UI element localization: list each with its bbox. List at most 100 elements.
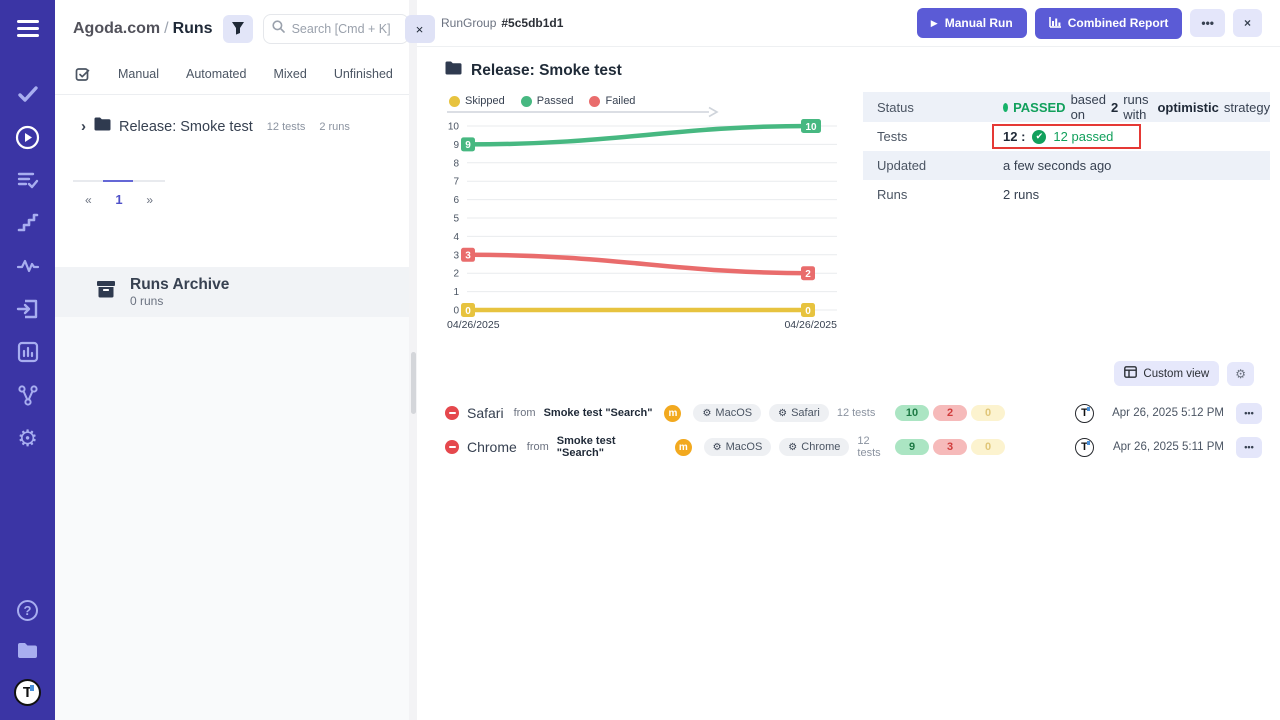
milestones-stairs-icon[interactable]: [15, 210, 41, 236]
pagination-prev[interactable]: «: [84, 192, 92, 207]
branches-git-icon[interactable]: [15, 382, 41, 408]
chevron-right-icon[interactable]: ›: [81, 118, 86, 135]
summary-label: Runs: [877, 187, 908, 202]
failed-dot-icon: [589, 95, 601, 107]
manual-run-button[interactable]: ▶ Manual Run: [916, 8, 1027, 38]
svg-text:04/26/2025: 04/26/2025: [447, 319, 500, 331]
status-passed-text: PASSED: [1013, 99, 1066, 115]
docs-folder-icon[interactable]: [15, 637, 41, 663]
archive-title: Runs Archive: [130, 276, 230, 293]
run-more-button[interactable]: •••: [1236, 436, 1262, 458]
close-detail-button[interactable]: ×: [1232, 9, 1262, 37]
svg-text:3: 3: [453, 250, 459, 261]
tests-total: 12 :: [1003, 129, 1026, 144]
runs-archive-item[interactable]: Runs Archive 0 runs: [55, 267, 409, 317]
tab-mixed[interactable]: Mixed: [273, 67, 307, 81]
rungroup-tree-item[interactable]: › Release: Smoke test 12 tests 2 runs: [55, 95, 409, 136]
legend-skipped: Skipped: [449, 95, 505, 107]
legend-passed: Passed: [520, 95, 573, 107]
pagination-page-1[interactable]: 1: [115, 192, 123, 207]
tab-automated[interactable]: Automated: [186, 67, 247, 81]
plans-list-check-icon[interactable]: [15, 167, 41, 193]
run-more-button[interactable]: •••: [1236, 402, 1262, 424]
more-options-button[interactable]: •••: [1190, 9, 1225, 37]
gear-icon: ⚙: [702, 407, 712, 419]
passed-pill: 9: [895, 439, 929, 455]
manual-run-label: Manual Run: [944, 16, 1013, 30]
runs-panel: Agoda.com/Runs × Manual Automated Mixed …: [55, 0, 435, 720]
table-view-icon: [1124, 366, 1138, 381]
import-sign-in-icon[interactable]: [15, 296, 41, 322]
legend-failed: Failed: [589, 95, 635, 107]
rungroup-detail-panel: RunGroup #5c5db1d1 ▶ Manual Run Combined…: [417, 0, 1280, 720]
status-run-count: 2: [1110, 99, 1119, 115]
trend-arrow-icon: [447, 105, 719, 123]
svg-text:10: 10: [805, 122, 817, 133]
filter-button[interactable]: [222, 15, 253, 43]
runs-list: Safari from Smoke test "Search" m ⚙ MacOS…: [417, 396, 1280, 464]
run-tests-count: 12 tests: [836, 407, 876, 419]
chart-legend: Skipped Passed Failed: [445, 92, 845, 118]
status-dot-icon: [1003, 102, 1009, 112]
ellipsis-icon: •••: [1201, 16, 1214, 30]
svg-text:2: 2: [805, 269, 811, 280]
sidebar-nav: ⚙: [15, 81, 41, 451]
run-source: Smoke test "Search": [556, 435, 616, 459]
env-browser-pill: ⚙ Chrome: [779, 438, 850, 456]
run-from-text: from: [526, 441, 549, 453]
tab-manual[interactable]: Manual: [118, 67, 159, 81]
ellipsis-icon: •••: [1244, 442, 1254, 452]
svg-text:3: 3: [465, 251, 471, 262]
status-strategy: optimistic: [1157, 99, 1219, 115]
run-row-safari[interactable]: Safari from Smoke test "Search" m ⚙ MacOS…: [417, 396, 1280, 430]
failed-pill: 2: [933, 405, 967, 421]
svg-text:0: 0: [465, 306, 471, 317]
app-sidebar: ⚙ ? T: [0, 0, 55, 720]
bar-chart-icon: [1048, 16, 1061, 31]
svg-text:0: 0: [453, 306, 459, 317]
env-os-pill: ⚙ MacOS: [693, 404, 762, 422]
menu-icon[interactable]: [16, 16, 39, 41]
pagination: « 1 »: [73, 180, 165, 207]
view-settings-gear-icon[interactable]: ⚙: [1227, 361, 1254, 386]
select-all-icon[interactable]: [75, 66, 91, 82]
runs-value: 2 runs: [1003, 187, 1040, 202]
panel-close-button[interactable]: ×: [404, 15, 435, 43]
archive-run-count: 0 runs: [130, 293, 164, 308]
analytics-pulse-icon[interactable]: [15, 253, 41, 279]
breadcrumb-section: Runs: [172, 20, 213, 37]
summary-label: Tests: [877, 129, 908, 144]
tab-unfinished[interactable]: Unfinished: [333, 67, 393, 81]
rungroup-tests-count: 12 tests: [266, 120, 306, 133]
pagination-next[interactable]: »: [146, 192, 154, 207]
search-box[interactable]: [262, 14, 409, 44]
run-name[interactable]: Safari: [467, 405, 504, 421]
view-toolbar: Custom view ⚙: [417, 339, 1280, 386]
reports-bar-chart-icon[interactable]: [15, 339, 41, 365]
env-os-pill: ⚙ MacOS: [703, 438, 772, 456]
scrollbar-thumb[interactable]: [410, 352, 416, 414]
rungroup-summary-table: Status PASSED based on 2 runs with optim…: [863, 92, 1271, 339]
skipped-dot-icon: [449, 95, 460, 107]
breadcrumb-project[interactable]: Agoda.com: [73, 20, 161, 37]
search-input[interactable]: [291, 22, 397, 36]
app-logo[interactable]: T: [14, 679, 41, 706]
settings-gear-icon[interactable]: ⚙: [17, 424, 38, 451]
panel-scrollbar[interactable]: [409, 0, 417, 720]
run-name[interactable]: Chrome: [467, 439, 517, 455]
gear-icon: ⚙: [778, 407, 788, 419]
skipped-pill: 0: [971, 405, 1005, 421]
status-text: based on: [1070, 92, 1106, 122]
breadcrumb-separator: /: [164, 20, 169, 37]
run-row-chrome[interactable]: Chrome from Smoke test "Search" m ⚙ MacOS…: [417, 430, 1280, 464]
custom-view-button[interactable]: Custom view: [1114, 361, 1220, 386]
close-icon: ×: [415, 21, 424, 37]
runs-panel-empty-area: [55, 316, 409, 720]
status-text: runs with: [1123, 92, 1149, 122]
svg-text:4: 4: [453, 232, 459, 243]
combined-report-button[interactable]: Combined Report: [1034, 7, 1183, 39]
tests-check-icon[interactable]: [15, 81, 41, 107]
runs-play-circle-icon[interactable]: [15, 124, 41, 150]
help-icon[interactable]: ?: [17, 600, 38, 621]
result-pills: 9 3 0: [895, 439, 1013, 455]
